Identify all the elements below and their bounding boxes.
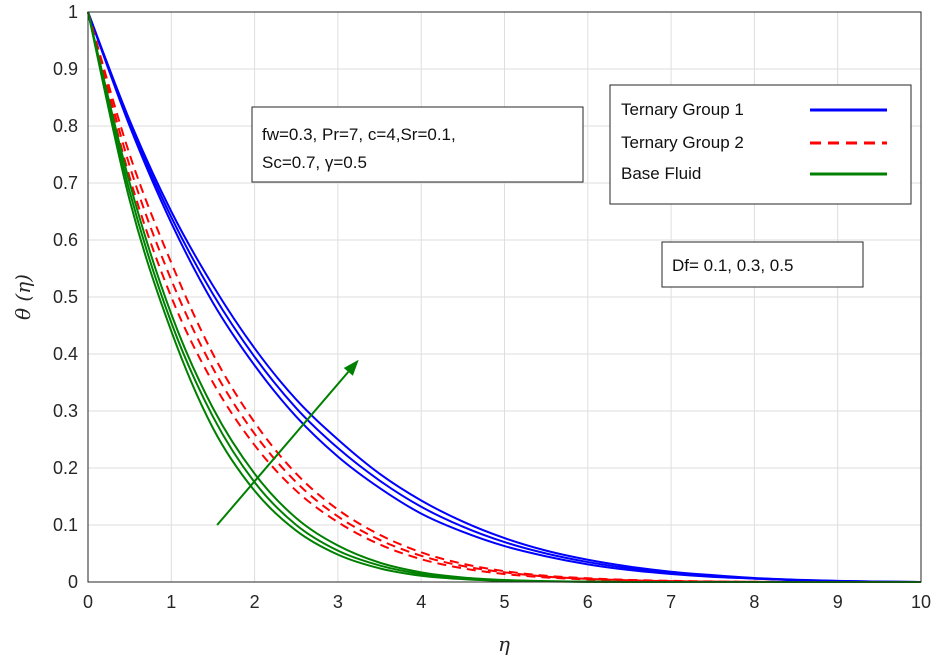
y-tick-label: 1 [68, 2, 78, 22]
y-tick-label: 0.2 [53, 458, 78, 478]
y-tick-label: 0.5 [53, 287, 78, 307]
parameters-line-1: fw=0.3, Pr=7, c=4,Sr=0.1, [262, 125, 456, 144]
y-tick-label: 0.6 [53, 230, 78, 250]
legend: Ternary Group 1 Ternary Group 2 Base Flu… [609, 84, 912, 205]
x-tick-label: 0 [83, 592, 93, 612]
df-text: Df= 0.1, 0.3, 0.5 [672, 256, 793, 275]
parameters-annotation: fw=0.3, Pr=7, c=4,Sr=0.1, Sc=0.7, γ=0.5 [251, 106, 584, 183]
y-tick-label: 0 [68, 572, 78, 592]
legend-label-base-fluid: Base Fluid [621, 164, 701, 183]
y-tick-label: 0.1 [53, 515, 78, 535]
parameters-line-2: Sc=0.7, γ=0.5 [262, 153, 367, 172]
curve-ternary-group-1 [87, 11, 922, 583]
y-tick-label: 0.3 [53, 401, 78, 421]
df-annotation: Df= 0.1, 0.3, 0.5 [661, 241, 864, 288]
x-tick-label: 7 [666, 592, 676, 612]
trend-arrow-shaft [216, 371, 350, 526]
x-tick-label: 9 [833, 592, 843, 612]
trend-arrow-head [343, 359, 359, 376]
y-axis-label: θ (η) [11, 274, 35, 320]
x-tick-label: 1 [166, 592, 176, 612]
x-tick-label: 6 [583, 592, 593, 612]
legend-label-ternary-group-1: Ternary Group 1 [621, 100, 744, 119]
legend-label-ternary-group-2: Ternary Group 2 [621, 133, 744, 152]
parameters-box [251, 106, 584, 183]
df-box [661, 241, 864, 288]
x-tick-label: 3 [333, 592, 343, 612]
x-tick-label: 2 [250, 592, 260, 612]
plot-frame [87, 11, 922, 583]
x-tick-labels: 0 1 2 3 4 5 6 7 8 9 10 [83, 592, 931, 612]
y-tick-label: 0.7 [53, 173, 78, 193]
x-tick-label: 8 [749, 592, 759, 612]
x-axis-label: η [498, 632, 510, 656]
x-tick-label: 4 [416, 592, 426, 612]
legend-box [609, 84, 912, 205]
x-tick-label: 10 [911, 592, 931, 612]
y-tick-labels: 0 0.1 0.2 0.3 0.4 0.5 0.6 0.7 0.8 0.9 1 [53, 2, 78, 592]
y-tick-label: 0.4 [53, 344, 78, 364]
y-tick-label: 0.9 [53, 59, 78, 79]
y-tick-label: 0.8 [53, 116, 78, 136]
x-tick-label: 5 [499, 592, 509, 612]
trend-arrow [216, 359, 359, 526]
